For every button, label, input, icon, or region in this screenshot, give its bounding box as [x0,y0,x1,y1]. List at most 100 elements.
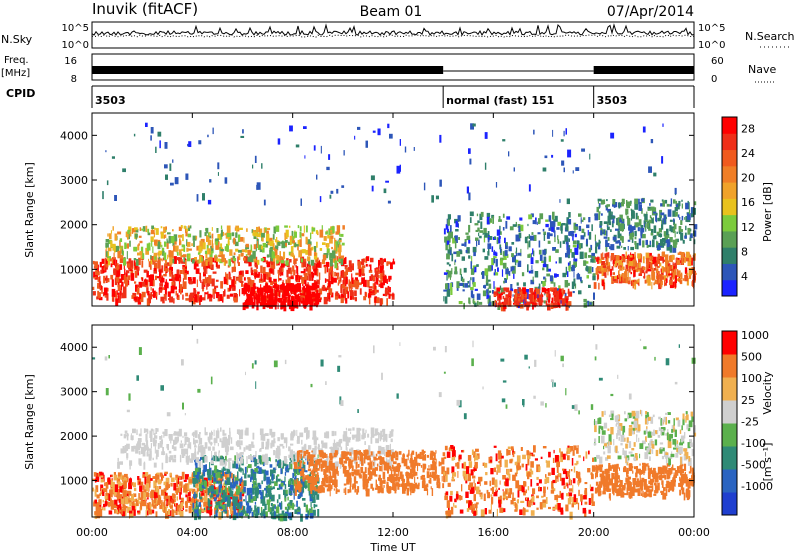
power-cell-1752 [461,256,465,261]
power-cell-87 [237,256,239,264]
velocity-cell-429 [181,471,185,480]
velocity-cell-1569 [290,433,294,441]
power-cell-880 [368,286,373,289]
power-cell-208 [100,269,103,274]
power-cell-1699 [579,243,583,249]
velocity-cell-1240 [273,450,276,456]
power-cell-1364 [339,232,341,237]
velocity-cell-727 [195,462,198,469]
power-cell-2975 [495,182,498,188]
velocity-cell-1033 [270,503,273,507]
power-cell-1368 [238,254,241,260]
velocity-cell-1663 [140,428,142,436]
power-cell-2201 [558,297,560,303]
velocity-cell-1737 [414,476,416,483]
power-cell-558 [148,295,151,304]
power-cell-2850 [679,229,683,232]
velocity-cell-1647 [200,449,204,457]
power-cell-2669 [661,276,665,280]
velocity-cell-1107 [232,477,235,484]
power-cell-594 [185,298,190,301]
power-cell-201 [143,279,148,286]
power-cell-229 [326,266,329,273]
power-cell-682 [137,268,139,273]
velocity-cell-1110 [281,501,283,509]
power-cell-1436 [298,300,301,307]
power-cell-1588 [265,289,269,293]
velocity-cell-1665 [173,454,177,459]
power-colorbar-label: Power [dB] [761,182,774,242]
velocity-cell-528 [142,500,146,507]
power-cell-1614 [264,291,266,299]
velocity-cell-183 [135,498,138,503]
power-cell-1772 [511,253,514,258]
power-cell-384 [386,291,390,295]
power-cell-2696 [652,235,656,240]
power-cell-2114 [451,268,453,275]
power-cell-651 [232,266,236,272]
power-cell-1607 [266,300,271,308]
velocity-cell-188 [187,496,189,501]
power-cell-1766 [478,239,480,245]
velocity-cell-134 [116,477,121,484]
velocity-cell-1269 [345,440,349,446]
power-cell-653 [130,260,134,268]
velocity-cell-313 [112,481,115,490]
power-cell-1711 [573,261,577,267]
power-cell-2899 [646,244,649,248]
power-cell-683 [337,293,340,299]
power-cell-2187 [513,302,515,305]
velocity-cell-1055 [302,498,306,501]
velocity-cell-881 [261,480,263,485]
power-cell-369 [390,262,393,270]
power-cell-686 [304,277,307,285]
power-cell-600 [388,275,392,280]
power-cell-3017 [648,166,652,173]
velocity-cell-1738 [353,476,357,482]
velocity-cell-853 [207,507,210,511]
power-cell-1253 [284,240,288,243]
power-cell-316 [330,273,333,278]
power-cell-1141 [265,243,268,248]
power-cell-1587 [285,294,287,297]
power-cell-1174 [211,240,213,248]
velocity-cell-589 [180,487,182,495]
velocity-cell-263 [137,479,141,482]
power-cell-1755 [533,234,537,241]
power-cell-1396 [290,240,292,245]
power-cell-1590 [274,296,277,303]
power-cell-463 [345,270,348,276]
power-cell-2417 [596,266,601,272]
power-cell-295 [349,283,351,292]
velocity-cell-1797 [326,465,329,473]
velocity-cell-553 [212,493,215,496]
velocity-cell-293 [157,500,160,506]
power-cell-484 [193,261,197,270]
power-cell-729 [239,281,244,283]
power-cell-685 [337,273,339,280]
power-cell-248 [112,257,115,265]
power-cell-1547 [313,302,317,307]
power-cell-153 [354,297,357,302]
velocity-cell-1337 [313,438,317,445]
velocity-cell-1095 [192,511,194,517]
power-cell-1374 [260,245,263,250]
power-cell-2084 [571,233,575,237]
velocity-cell-1152 [253,496,256,501]
velocity-cell-1392 [187,443,191,449]
power-cell-1459 [260,284,262,291]
power-cell-2192 [538,294,543,298]
power-cell-1841 [488,247,490,252]
velocity-cell-1366 [126,456,128,461]
velocity-cell-457 [164,492,168,501]
velocity-cell-1316 [312,437,316,440]
velocity-cell-721 [233,503,236,511]
velocity-cell-1817 [300,455,302,459]
velocity-cell-1134 [197,471,200,477]
velocity-cell-1662 [184,444,186,447]
power-cell-2279 [564,296,569,301]
power-cell-416 [376,278,379,285]
velocity-cell-770 [244,466,247,475]
velocity-cell-1113 [210,486,214,492]
power-cell-2599 [630,271,632,275]
